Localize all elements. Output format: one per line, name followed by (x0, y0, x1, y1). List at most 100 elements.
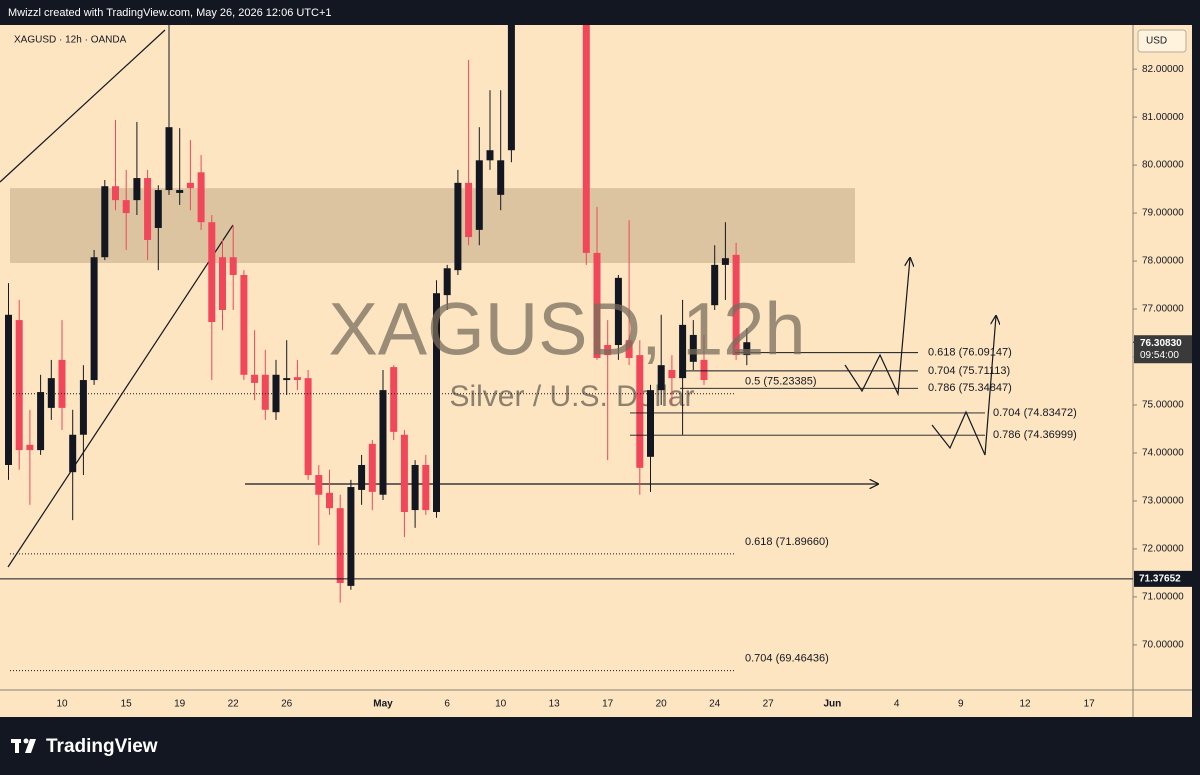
candle-body (433, 293, 440, 512)
x-tick-label: 4 (894, 699, 900, 710)
candle-body (647, 390, 654, 457)
candle-body (186, 182, 194, 189)
level-label: 0.5 (75.23385) (745, 376, 817, 388)
candle-body (229, 257, 237, 275)
candle-body (208, 222, 216, 322)
candle-body (422, 464, 430, 511)
x-tick-label: 6 (444, 699, 450, 710)
candle-body (390, 367, 398, 432)
candle-body (625, 340, 633, 358)
x-tick-label: 20 (656, 699, 668, 710)
candle-body (336, 508, 344, 584)
header-text: Mwizzl created with TradingView.com, May… (8, 7, 332, 19)
candle-body (326, 492, 333, 509)
x-tick-label: 24 (709, 699, 721, 710)
chart-background (0, 25, 1192, 717)
candle-body (165, 127, 173, 191)
x-tick-label: 13 (549, 699, 561, 710)
y-tick-label: 75.00000 (1142, 400, 1184, 411)
x-tick-label: 19 (174, 699, 186, 710)
candle-body (400, 434, 408, 512)
x-tick-label: 27 (763, 699, 775, 710)
candle-body (743, 342, 751, 356)
candle-body (358, 464, 366, 490)
candle-body (454, 182, 462, 271)
x-tick-label: Jun (824, 699, 842, 710)
price-tag-label: 71.37652 (1139, 573, 1181, 584)
candle-body (69, 434, 77, 473)
candle-body (219, 257, 226, 310)
y-tick-label: 82.00000 (1142, 64, 1184, 75)
logo-shape (25, 739, 36, 753)
candle-body (507, 25, 515, 151)
candle-body (465, 182, 473, 238)
candle-body (700, 359, 708, 381)
candle-body (176, 190, 184, 193)
candle-body (15, 320, 23, 451)
candle-body (636, 355, 644, 468)
countdown: 09:54:00 (1140, 350, 1179, 361)
level-label: 0.704 (75.71113) (928, 365, 1010, 377)
path-arrow (931, 316, 996, 456)
x-tick-label: 22 (228, 699, 240, 710)
candle-body (5, 314, 12, 465)
level-label: 0.618 (76.09147) (928, 347, 1012, 359)
trend-line (0, 29, 166, 183)
candle-body (732, 254, 740, 356)
candle-body (368, 443, 376, 492)
candle-body (711, 264, 719, 306)
candle-body (26, 444, 34, 451)
x-tick-label: 9 (958, 699, 964, 710)
x-tick-label: May (373, 699, 393, 710)
y-tick-label: 72.00000 (1142, 544, 1184, 555)
candle-body (486, 150, 494, 161)
watermark: XAGUSD, 12h (328, 288, 805, 371)
logo-shape (23, 738, 29, 744)
y-tick-label: 80.00000 (1142, 160, 1184, 171)
last-price-label: 76.30830 (1140, 338, 1182, 349)
candle-body (272, 374, 280, 413)
candle-body (90, 257, 98, 381)
level-label: 0.786 (75.34847) (928, 382, 1012, 394)
x-tick-label: 10 (495, 699, 507, 710)
candle-body (79, 380, 87, 435)
footer-brand: TradingView (46, 736, 158, 757)
y-tick-label: 73.00000 (1142, 496, 1184, 507)
y-tick-label: 78.00000 (1142, 256, 1184, 267)
candle-body (251, 374, 259, 383)
y-tick-label: 74.00000 (1142, 448, 1184, 459)
candle-body (347, 487, 355, 586)
x-tick-label: 10 (56, 699, 68, 710)
level-label: 0.704 (74.83472) (993, 407, 1077, 419)
y-tick-label: 77.00000 (1142, 304, 1184, 315)
candle-body (47, 378, 55, 408)
path-arrow (844, 258, 910, 397)
candle-body (604, 345, 612, 356)
y-tick-label: 79.00000 (1142, 208, 1184, 219)
level-label: 0.786 (74.36999) (993, 429, 1077, 441)
candle-body (37, 392, 45, 451)
x-tick-label: 12 (1019, 699, 1031, 710)
candle-body (657, 365, 665, 391)
x-tick-label: 15 (121, 699, 133, 710)
currency-box[interactable] (1137, 29, 1187, 53)
candle-body (58, 359, 66, 408)
candle-body (144, 178, 152, 240)
candle-body (283, 378, 291, 381)
level-label: 0.618 (71.89660) (745, 536, 829, 548)
candles (5, 25, 751, 603)
candle-body (122, 200, 130, 214)
currency: USD (1146, 36, 1167, 47)
candle-body (411, 464, 419, 511)
candle-body (293, 377, 301, 381)
trend-line (7, 224, 234, 568)
x-tick-label: 17 (602, 699, 614, 710)
candle-body (304, 378, 312, 476)
candle-body (101, 186, 109, 258)
candle-body (197, 172, 205, 223)
candle-body (379, 390, 387, 495)
candle-body (668, 369, 676, 379)
level-label: 0.704 (69.46436) (745, 653, 829, 665)
